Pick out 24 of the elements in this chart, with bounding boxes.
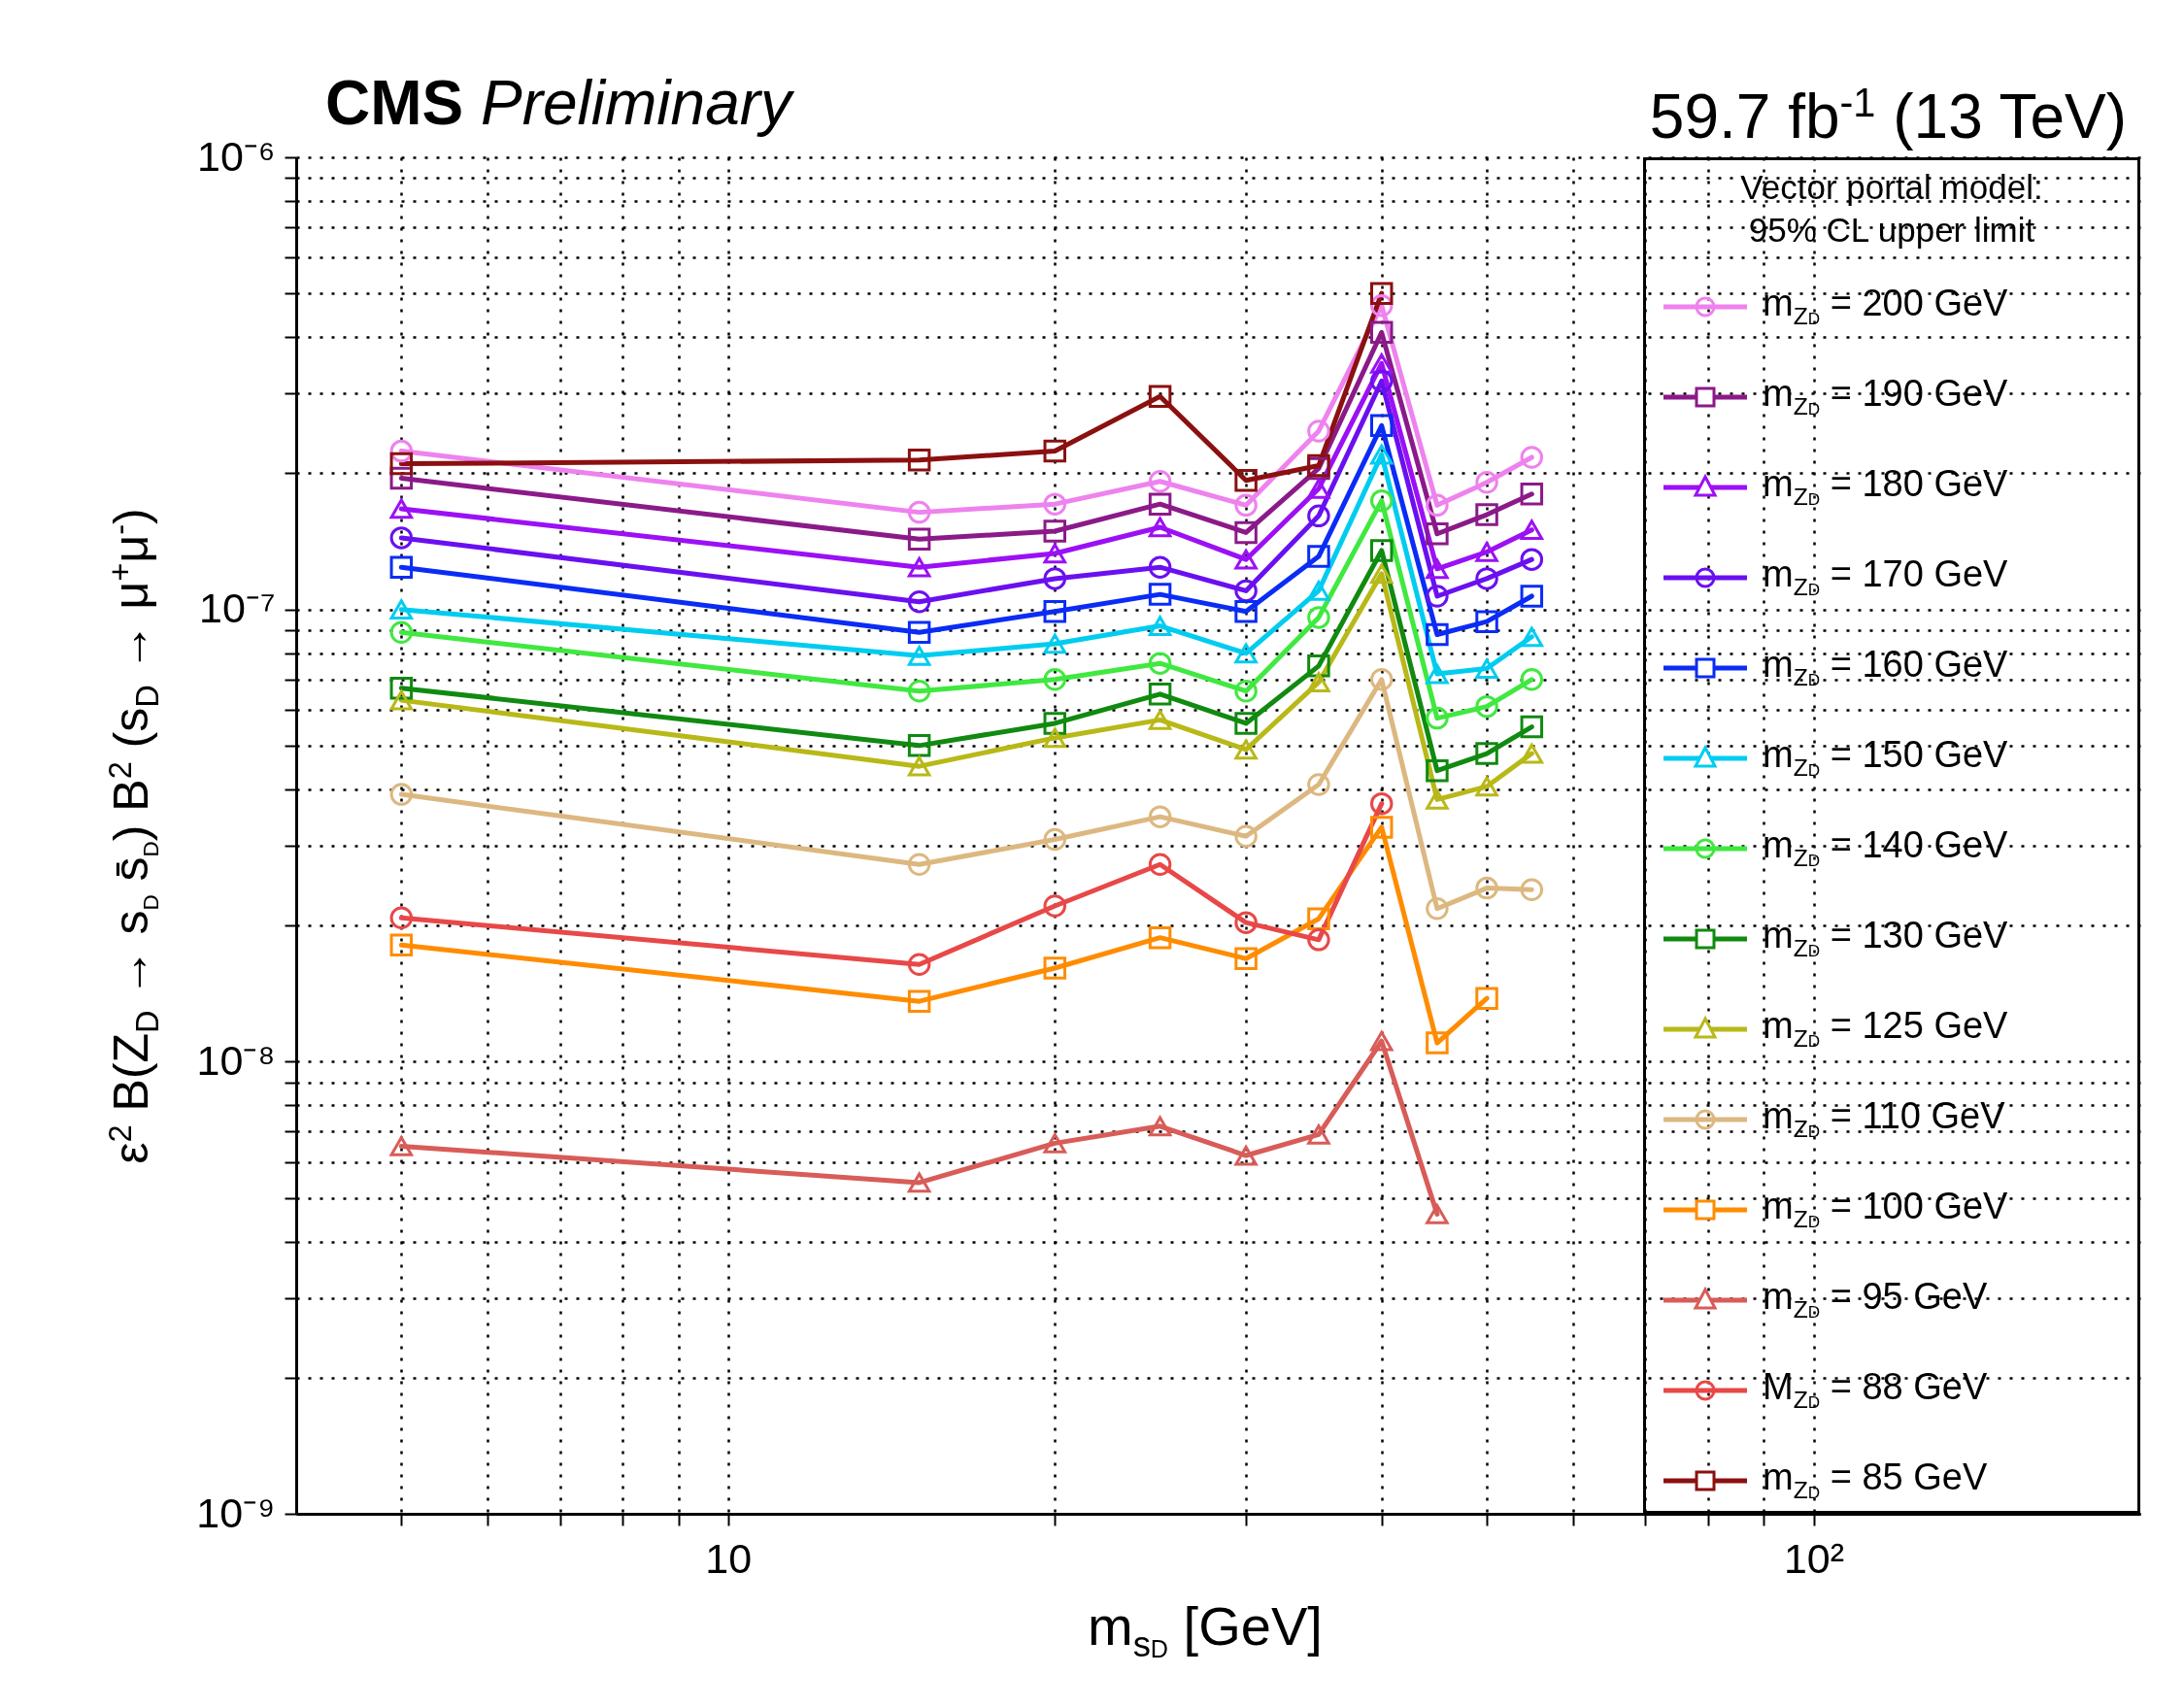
legend-label: m$_{Z}$$_{D}$ = 100 GeV — [1763, 1186, 2008, 1233]
legend-label: m$_{Z}$$_{D}$ = 130 GeV — [1763, 915, 2008, 962]
legend-label: m$_{Z}$$_{D}$ = 85 GeV — [1763, 1457, 1988, 1504]
legend-label: m$_{Z}$$_{D}$ = 200 GeV — [1763, 283, 2008, 330]
legend-label: M$_{Z}$$_{D}$ = 88 GeV — [1763, 1366, 1988, 1414]
legend-label: m$_{Z}$$_{D}$ = 170 GeV — [1763, 553, 2008, 601]
legend-label: m$_{Z}$$_{D}$ = 150 GeV — [1763, 734, 2008, 782]
legend-label: m$_{Z}$$_{D}$ = 110 GeV — [1763, 1095, 2005, 1143]
legend-label: m$_{Z}$$_{D}$ = 160 GeV — [1763, 644, 2008, 691]
legend-label: m$_{Z}$$_{D}$ = 180 GeV — [1763, 463, 2008, 511]
y-tick-label: 10⁻⁸ — [196, 1036, 276, 1084]
y-tick-label: 10⁻⁹ — [196, 1489, 276, 1536]
x-tick-label: 10 — [705, 1534, 753, 1582]
chart-title: CMS Preliminary — [325, 68, 792, 138]
legend-title: Vector portal model: 95% CL upper limit — [1739, 167, 2044, 251]
x-axis-title: m$_{s}$$_{D}$ [GeV] — [1088, 1594, 1323, 1667]
x-tick-label: 10² — [1783, 1534, 1845, 1582]
legend-label: m$_{Z}$$_{D}$ = 95 GeV — [1763, 1276, 1988, 1323]
y-tick-label: 10⁻⁷ — [199, 585, 276, 632]
legend-label: m$_{Z}$$_{D}$ = 125 GeV — [1763, 1005, 2008, 1053]
legend-label: m$_{Z}$$_{D}$ = 140 GeV — [1763, 824, 2008, 872]
legend-label: m$_{Z}$$_{D}$ = 190 GeV — [1763, 373, 2008, 420]
y-tick-label: 10⁻⁶ — [196, 132, 276, 180]
chart-subtitle: 59.7 fb$^{-1}$ (13 TeV) — [1649, 79, 2127, 154]
